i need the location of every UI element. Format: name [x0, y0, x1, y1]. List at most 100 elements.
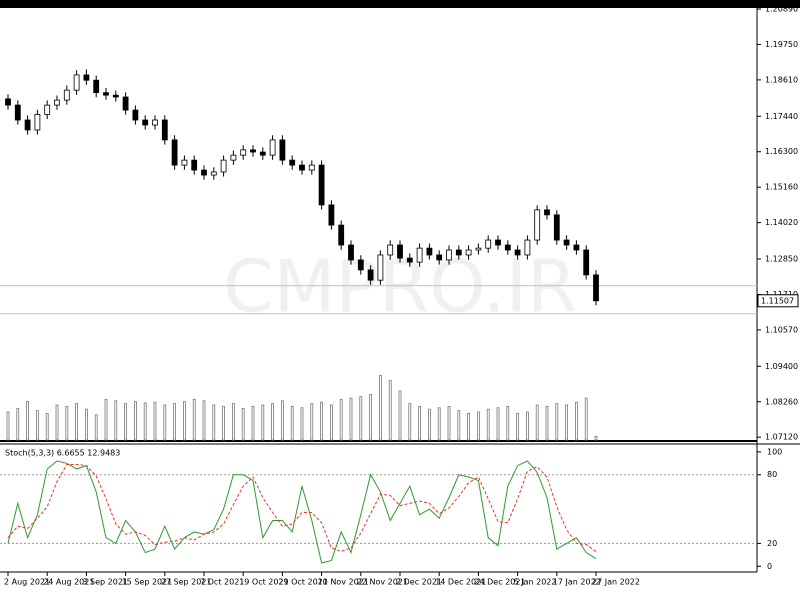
volume-bar: [251, 405, 255, 441]
volume-bar: [388, 380, 392, 441]
volume-bar: [418, 405, 422, 441]
candle-body: [259, 151, 266, 156]
stoch-tick-label: 0: [767, 562, 772, 571]
volume-bar: [359, 396, 363, 441]
volume-bar: [300, 407, 304, 441]
volume-bar: [349, 397, 353, 441]
volume-bar: [36, 410, 39, 441]
y-tick-label: 1.17440: [765, 112, 798, 121]
volume-bar: [437, 407, 441, 441]
volume-bar: [290, 405, 294, 441]
candle-body: [534, 209, 541, 241]
x-tick-label: 2 Aug 2021: [4, 578, 50, 587]
candle-body: [426, 247, 433, 256]
volume-bar: [65, 405, 69, 441]
volume-bar: [114, 400, 118, 441]
volume-bar: [535, 404, 539, 441]
last-price-label: 1.11507: [761, 296, 794, 305]
candle-body: [44, 104, 51, 115]
x-tick-label: 27 Sep 2021: [161, 578, 212, 587]
volume-bar: [16, 408, 20, 441]
stoch-label: Stoch(5,3,3) 6.6655 12.9483: [5, 449, 120, 458]
volume-bar: [75, 403, 78, 441]
candle-body: [63, 89, 70, 101]
volume-bar: [369, 394, 373, 441]
x-tick-label: 24 Aug 2021: [43, 578, 94, 587]
candle-body: [367, 269, 374, 281]
volume-bar: [271, 403, 275, 441]
y-tick-label: 1.10570: [765, 325, 798, 334]
stoch-tick-label: 80: [767, 470, 777, 479]
candle-body: [112, 94, 119, 98]
candle-body: [152, 119, 158, 126]
frame-top: [0, 0, 800, 8]
x-tick-label: 15 Sep 2021: [122, 578, 173, 587]
volume-bar: [545, 405, 549, 441]
volume-bar: [339, 398, 343, 441]
candle-body: [279, 139, 286, 161]
candle-body: [397, 244, 403, 259]
volume-bar: [594, 436, 598, 441]
volume-bar: [163, 404, 167, 441]
x-tick-label: 24 Dec 2021: [474, 578, 525, 587]
y-tick-label: 1.14020: [765, 218, 798, 227]
y-tick-label: 1.18610: [765, 75, 798, 84]
candle-body: [573, 244, 580, 251]
volume-bar: [584, 397, 588, 441]
y-tick-label: 1.09400: [765, 362, 798, 371]
candle-body: [181, 159, 188, 166]
candle-body: [593, 274, 599, 302]
x-tick-label: 29 Oct 2021: [278, 578, 327, 587]
candle-body: [357, 259, 364, 271]
stoch-tick-label: 100: [767, 447, 782, 456]
candle-body: [308, 164, 315, 171]
y-tick-label: 1.15160: [765, 183, 798, 192]
x-tick-label: 7 Oct 2021: [200, 578, 244, 587]
volume-bar: [457, 410, 461, 441]
volume-bar: [398, 390, 402, 441]
volume-bar: [408, 403, 412, 441]
candle-body: [269, 139, 276, 156]
volume-bar: [143, 402, 147, 441]
x-tick-label: 19 Oct 2021: [239, 578, 288, 587]
y-tick-label: 1.16300: [765, 147, 798, 156]
volume-bar: [280, 400, 284, 441]
volume-bar: [476, 411, 480, 441]
candle-body: [54, 99, 60, 106]
volume-bar: [26, 401, 30, 441]
candle-body: [328, 204, 335, 226]
candle-body: [446, 249, 452, 261]
volume-bar: [427, 408, 431, 441]
candle-body: [240, 149, 247, 156]
volume-bar: [310, 403, 314, 441]
volume-bar: [526, 411, 529, 441]
volume-bar: [55, 404, 59, 441]
candle-body: [524, 239, 531, 256]
x-tick-label: 22 Nov 2021: [357, 578, 408, 587]
candle-body: [83, 74, 90, 81]
candle-body: [220, 159, 227, 173]
candle-body: [142, 119, 149, 126]
volume-bar: [565, 404, 568, 441]
volume-bar: [182, 401, 186, 441]
x-tick-label: 10 Nov 2021: [318, 578, 369, 587]
volume-bar: [467, 412, 471, 441]
candle-body: [201, 169, 207, 176]
candle-body: [485, 239, 492, 249]
volume-bar: [516, 412, 519, 441]
stoch-tick-label: 20: [767, 539, 777, 548]
x-tick-label: 27 Jan 2022: [592, 578, 640, 587]
volume-bar: [222, 405, 226, 441]
candle-body: [5, 98, 11, 106]
volume-bar: [447, 405, 451, 441]
candle-body: [406, 257, 413, 263]
candle-body: [563, 239, 570, 246]
candle-body: [299, 164, 305, 171]
candle-body: [318, 164, 325, 206]
candle-body: [544, 209, 550, 216]
candle-body: [289, 159, 296, 166]
candle-body: [24, 119, 31, 131]
volume-bar: [329, 404, 333, 441]
last-price-box: [757, 294, 799, 308]
